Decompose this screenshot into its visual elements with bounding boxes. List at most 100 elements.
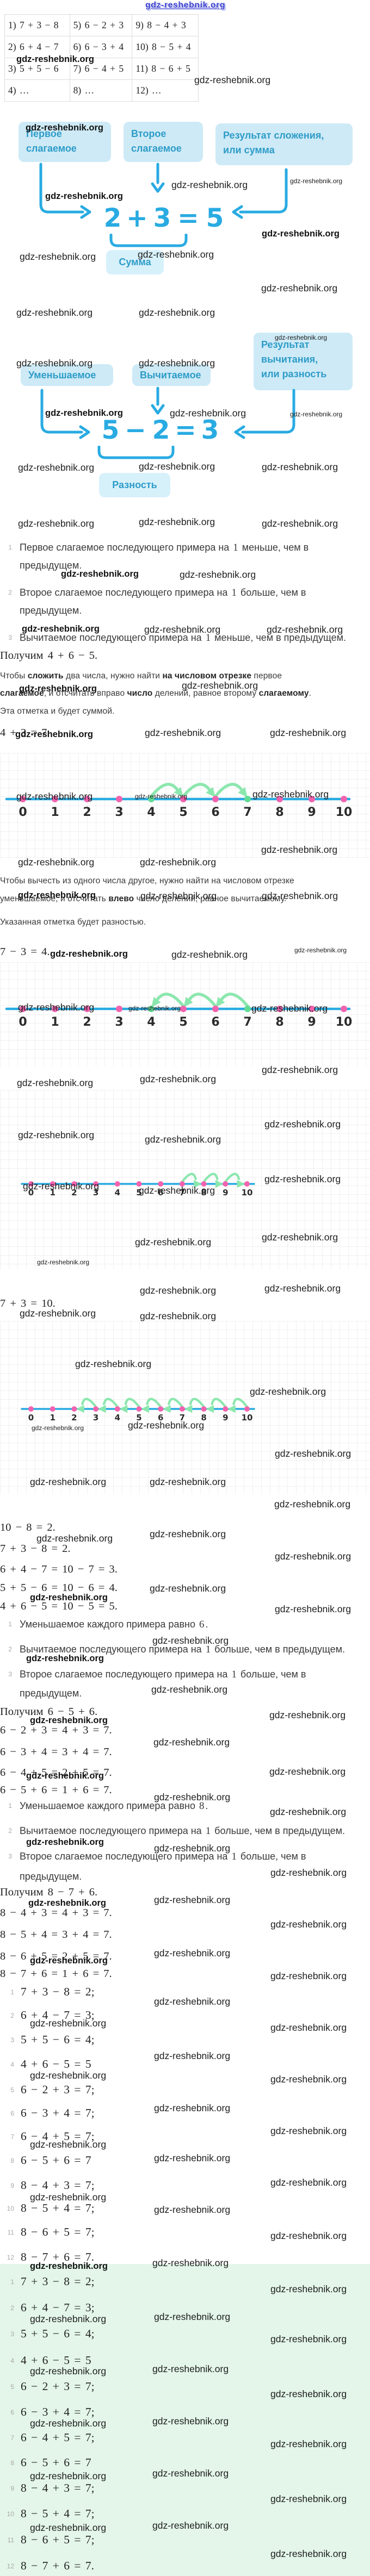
big-equation-char: 3: [201, 415, 219, 445]
answer-item-equation: 8 − 5 + 4 = 7;: [21, 2507, 95, 2520]
numberline-dot: [212, 796, 219, 802]
numberline-tick-label: 8: [275, 806, 283, 819]
answer-item-number: 11: [7, 2229, 14, 2236]
watermark-text: gdz-reshebnik.org: [151, 1684, 228, 1695]
watermark-text: gdz-reshebnik.org: [152, 2363, 229, 2374]
list-item-number: 1: [8, 544, 12, 551]
watermark-text: gdz-reshebnik.org: [26, 1771, 104, 1781]
numberline-arrowhead: [227, 1405, 236, 1413]
equation-line: 4 + 6 − 5 = 10 − 5 = 5.: [0, 1600, 118, 1612]
watermark-text: gdz-reshebnik.org: [16, 791, 93, 802]
numberline-arrowhead: [76, 1405, 84, 1413]
watermark-text: gdz-reshebnik.org: [152, 2520, 229, 2531]
box-line: Результат сложения,: [223, 130, 324, 141]
numberline-dot: [180, 1006, 187, 1012]
list-item-text: предыдущем.: [20, 560, 82, 571]
watermark-text: gdz-reshebnik.org: [61, 569, 139, 579]
answer-item-equation: 6 − 3 + 4 = 7;: [21, 2106, 95, 2119]
numberline-arrowhead: [238, 787, 248, 797]
watermark-text: gdz-reshebnik.org: [150, 1476, 226, 1487]
sum-bracket-path: [109, 234, 188, 247]
answer-item-number: 3: [10, 2036, 14, 2044]
answer-item-equation: 8 − 6 + 5 = 7;: [21, 2225, 95, 2238]
numberline-arrowhead: [237, 1180, 245, 1188]
watermark-text: gdz-reshebnik.org: [154, 2311, 231, 2322]
watermark-text: gdz-reshebnik.org: [26, 1654, 104, 1663]
answer-item-number: 8: [10, 2157, 14, 2165]
watermark-text: gdz-reshebnik.org: [135, 793, 188, 800]
watermark-text: gdz-reshebnik.org: [270, 1806, 347, 1817]
list-item-number: 3: [8, 634, 12, 641]
numberline-tick-label: 3: [115, 806, 123, 819]
numberline-tick-label: 2: [83, 806, 91, 819]
list-item-number: 2: [8, 1645, 12, 1653]
numberline-arc: [124, 1398, 140, 1408]
numberline-4: 0 1 2 3 4 5 6 7 8 9 10: [21, 1398, 255, 1423]
numberline-arc: [202, 1172, 219, 1183]
exercise-table: 1) 7 + 3 − 8 5) 6 − 2 + 3 9) 8 − 4 + 3 2) 6…: [4, 14, 199, 102]
watermark-text: gdz-reshebnik.org: [262, 461, 338, 472]
watermark-text: gdz-reshebnik.org: [171, 949, 248, 960]
watermark-text: gdz-reshebnik.org: [37, 1258, 90, 1266]
difference-label-box: Разность: [99, 473, 170, 497]
watermark-text: gdz-reshebnik.org: [30, 2261, 108, 2271]
numberline-dot-green: [244, 1006, 251, 1012]
numberline-dot: [71, 1406, 77, 1412]
list-item-text: Первое слагаемое последующего примера на…: [20, 542, 309, 553]
site-watermark-link[interactable]: gdz-reshebnik.org: [145, 1, 226, 10]
numberline-tick-label: 0: [18, 1015, 27, 1029]
watermark-text: gdz-reshebnik.org: [264, 1174, 341, 1184]
answer-item-number: 6: [10, 2409, 14, 2416]
equation-line: 8 − 4 + 3 = 4 + 3 = 7.: [0, 1907, 112, 1919]
numberline-tick-label: 9: [307, 806, 316, 819]
watermark-text: gdz-reshebnik.org: [19, 684, 97, 694]
numberline-dot: [71, 1181, 77, 1187]
addition-result-box: Результат сложения, или сумма: [215, 123, 353, 165]
list-item-text: предыдущем.: [20, 605, 82, 616]
numberline-tick-label: 9: [307, 1015, 316, 1029]
numberline-arrowhead: [194, 1180, 202, 1188]
watermark-text: gdz-reshebnik.org: [270, 2177, 347, 2188]
watermark-text: gdz-reshebnik.org: [30, 2522, 107, 2533]
watermark-text: gdz-reshebnik.org: [20, 1308, 96, 1319]
numberline-dot: [136, 1181, 142, 1187]
numberline-tick-label: 5: [136, 1188, 141, 1197]
numberline-arc: [224, 1172, 240, 1183]
watermark-text: gdz-reshebnik.org: [18, 857, 95, 868]
watermark-text: gdz-reshebnik.org: [270, 2022, 347, 2033]
watermark-text: gdz-reshebnik.org: [150, 1529, 226, 1539]
watermark-text: gdz-reshebnik.org: [30, 1593, 108, 1602]
get-line-1: Получим 4 + 6 − 5.: [0, 650, 98, 662]
numberline-dot: [93, 1406, 99, 1412]
watermark-text: gdz-reshebnik.org: [154, 2153, 231, 2163]
list-item-number: 3: [8, 1853, 12, 1860]
arrow-result-head: [232, 205, 243, 219]
equation-line: 6 − 4 + 5 = 2 + 5 = 7.: [0, 1767, 112, 1779]
arrow-subresult-head: [234, 425, 245, 439]
addition-arrows: [39, 163, 288, 219]
numberline-dot: [158, 1406, 164, 1412]
answer-item-number: 9: [10, 2485, 14, 2492]
numberline-arrowhead: [184, 1405, 193, 1413]
box-line: или сумма: [223, 145, 275, 155]
subtraction-result-box: Результат вычитания, или разность: [254, 333, 353, 390]
numberline-arc: [150, 783, 179, 798]
numberline-tick-label: 5: [136, 1413, 141, 1423]
watermark-text: gdz-reshebnik.org: [30, 2418, 107, 2429]
equation-line: 6 − 5 + 6 = 1 + 6 = 7.: [0, 1784, 112, 1796]
answer-item-equation: 6 − 4 + 5 = 7;: [21, 2130, 95, 2143]
watermark-text: gdz-reshebnik.org: [150, 1583, 226, 1594]
numberline-dot: [116, 1006, 122, 1012]
answer-item-equation: 4 + 6 − 5 = 5: [21, 2057, 91, 2070]
addition-term2-box: Второе слагаемое: [124, 122, 203, 162]
answer-item-equation: 6 − 4 + 5 = 7;: [21, 2431, 95, 2444]
numberline-tick-label: 4: [147, 806, 155, 819]
watermark-text: gdz-reshebnik.org: [269, 1766, 346, 1777]
watermark-text: gdz-reshebnik.org: [274, 1499, 351, 1510]
table-row: 1) 7 + 3 − 8 5) 6 − 2 + 3 9) 8 − 4 + 3: [4, 14, 199, 36]
numberline-arc: [214, 783, 243, 798]
watermark-text: gdz-reshebnik.org: [28, 1898, 107, 1908]
watermark-text: gdz-reshebnik.org: [30, 2192, 107, 2203]
watermark-text: gdz-reshebnik.org: [30, 1956, 108, 1966]
sum-label-box: Сумма: [106, 250, 164, 275]
